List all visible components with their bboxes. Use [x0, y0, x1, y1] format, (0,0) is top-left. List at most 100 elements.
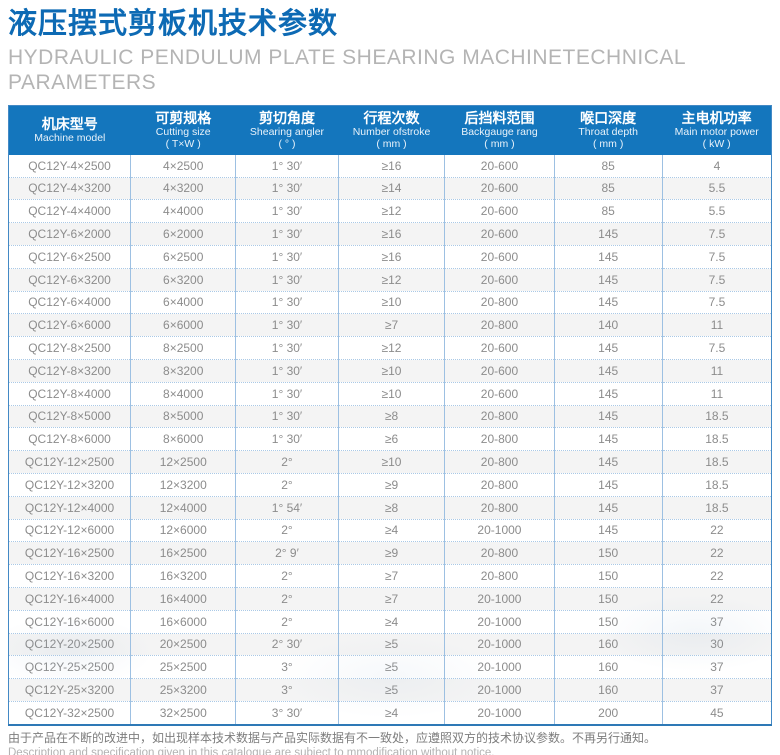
table-cell: ≥8: [338, 495, 446, 520]
table-cell: 20-1000: [444, 700, 555, 725]
table-cell: 20-800: [444, 472, 555, 497]
table-cell: 20-1000: [444, 518, 555, 542]
table-cell: ≥7: [338, 313, 446, 337]
table-cell: 145: [554, 381, 663, 406]
spec-table-container: 机床型号 Machine model 可剪规格 Cutting size( T×W )…: [8, 104, 772, 726]
table-cell: 7.5: [662, 336, 772, 360]
table-cell: ≥16: [338, 154, 446, 178]
table-cell: 20-600: [444, 154, 555, 178]
table-header-cell-6: 喉口深度 Throat depth( mm ): [554, 105, 663, 155]
table-cell: ≥4: [338, 609, 446, 634]
table-row: QC12Y-4×2500 4×2500 1° 30′ ≥16 20-600 85 4: [8, 154, 772, 178]
table-cell: QC12Y-16×4000: [8, 586, 132, 611]
table-cell: 85: [554, 176, 663, 200]
table-cell: QC12Y-8×2500: [8, 336, 132, 360]
table-cell: 145: [554, 450, 663, 474]
table-row: QC12Y-6×2500 6×2500 1° 30′ ≥16 20-600 145 7.5: [8, 244, 772, 269]
table-cell: 145: [554, 336, 663, 360]
table-cell: 4×2500: [130, 154, 237, 178]
table-cell: ≥9: [338, 472, 446, 497]
table-row: QC12Y-8×5000 8×5000 1° 30′ ≥8 20-800 145 18.5: [8, 404, 772, 428]
table-cell: 20-600: [444, 336, 555, 360]
table-cell: 85: [554, 199, 663, 223]
table-cell: 12×2500: [130, 450, 237, 474]
table-row: QC12Y-12×6000 12×6000 2° ≥4 20-1000 145 22: [8, 518, 772, 542]
table-cell: 25×2500: [130, 655, 237, 679]
table-cell: 3° 30′: [235, 700, 339, 725]
table-cell: 37: [662, 655, 772, 679]
table-cell: 8×5000: [130, 404, 237, 428]
table-cell: QC12Y-8×4000: [8, 381, 132, 406]
table-cell: QC12Y-12×4000: [8, 495, 132, 520]
page-subtitle: HYDRAULIC PENDULUM PLATE SHEARING MACHIN…: [8, 46, 772, 96]
table-cell: 37: [662, 678, 772, 702]
table-cell: QC12Y-25×2500: [8, 655, 132, 679]
table-cell: 85: [554, 154, 663, 178]
table-cell: 25×3200: [130, 678, 237, 702]
table-cell: 20-1000: [444, 632, 555, 656]
table-cell: 7.5: [662, 267, 772, 292]
table-cell: ≥5: [338, 655, 446, 679]
table-cell: 16×4000: [130, 586, 237, 611]
table-cell: 145: [554, 244, 663, 269]
table-cell: ≥16: [338, 222, 446, 246]
table-cell: 150: [554, 541, 663, 565]
table-cell: QC12Y-12×6000: [8, 518, 132, 542]
table-cell: QC12Y-16×3200: [8, 564, 132, 588]
page-subtitle-line2: PARAMETERS: [8, 71, 157, 95]
header-label-en: Backgauge rang: [461, 125, 538, 138]
table-cell: 20-600: [444, 358, 555, 383]
table-cell: ≥10: [338, 290, 446, 314]
table-header-cell-2: 可剪规格 Cutting size( T×W ): [130, 105, 236, 155]
table-cell: 22: [662, 564, 772, 588]
table-cell: 16×6000: [130, 609, 237, 634]
table-row: QC12Y-6×3200 6×3200 1° 30′ ≥12 20-600 145 7.5: [8, 267, 772, 292]
table-cell: QC12Y-4×3200: [8, 176, 132, 200]
header-label-zh: 主电机功率: [681, 109, 752, 126]
table-cell: 5.5: [662, 176, 772, 200]
page-subtitle-line1: HYDRAULIC PENDULUM PLATE SHEARING MACHIN…: [8, 46, 687, 70]
table-row: QC12Y-25×3200 25×3200 3° ≥5 20-1000 160 37: [8, 678, 772, 702]
spec-table-header: 机床型号 Machine model 可剪规格 Cutting size( T×W )…: [8, 105, 772, 155]
header-label-zh: 可剪规格: [155, 109, 212, 126]
table-cell: 20-600: [444, 176, 555, 200]
table-cell: ≥7: [338, 586, 446, 611]
header-label-en: Number ofstroke: [352, 125, 431, 138]
table-cell: 20-1000: [444, 609, 555, 634]
table-row: QC12Y-6×4000 6×4000 1° 30′ ≥10 20-800 145 7.5: [8, 290, 772, 314]
table-cell: 145: [554, 222, 663, 246]
table-cell: 2°: [235, 609, 339, 634]
table-cell: QC12Y-4×4000: [8, 199, 132, 223]
table-cell: QC12Y-32×2500: [8, 700, 132, 725]
table-cell: 1° 30′: [235, 176, 339, 200]
header-unit: ( mm ): [593, 138, 624, 151]
table-cell: ≥10: [338, 381, 446, 406]
table-cell: 160: [554, 655, 663, 679]
header-label-zh: 机床型号: [41, 115, 98, 132]
table-cell: ≥12: [338, 267, 446, 292]
table-cell: QC12Y-6×3200: [8, 267, 132, 292]
table-cell: 20-800: [444, 290, 555, 314]
header-unit: ( mm ): [484, 138, 515, 151]
table-cell: 1° 30′: [235, 154, 339, 178]
table-cell: 1° 30′: [235, 358, 339, 383]
table-cell: QC12Y-25×3200: [8, 678, 132, 702]
table-cell: ≥12: [338, 336, 446, 360]
table-cell: 11: [662, 381, 772, 406]
table-cell: 30: [662, 632, 772, 656]
table-cell: QC12Y-6×6000: [8, 313, 132, 337]
header-label-en: Machine model: [34, 132, 106, 145]
table-cell: 1° 30′: [235, 336, 339, 360]
table-cell: 150: [554, 586, 663, 611]
header-label-zh: 后挡料范围: [464, 109, 535, 126]
table-cell: 20-1000: [444, 678, 555, 702]
table-cell: 20-1000: [444, 586, 555, 611]
table-header-cell-7: 主电机功率 Main motor power( kW ): [662, 105, 772, 155]
table-cell: 32×2500: [130, 700, 237, 725]
table-cell: 20-800: [444, 427, 555, 451]
header-unit: ( ° ): [278, 138, 296, 151]
table-cell: 6×4000: [130, 290, 237, 314]
table-cell: 145: [554, 290, 663, 314]
table-row: QC12Y-12×2500 12×2500 2° ≥10 20-800 145 18.5: [8, 450, 772, 474]
